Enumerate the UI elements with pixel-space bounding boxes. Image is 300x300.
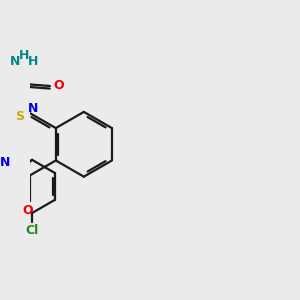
Text: N: N	[28, 102, 38, 115]
Text: O: O	[22, 204, 33, 217]
Text: Cl: Cl	[26, 224, 39, 237]
Text: H: H	[28, 55, 38, 68]
Text: S: S	[15, 110, 24, 123]
Text: N: N	[0, 156, 10, 169]
Text: N: N	[10, 55, 20, 68]
Text: H: H	[19, 49, 29, 62]
Text: O: O	[53, 79, 64, 92]
